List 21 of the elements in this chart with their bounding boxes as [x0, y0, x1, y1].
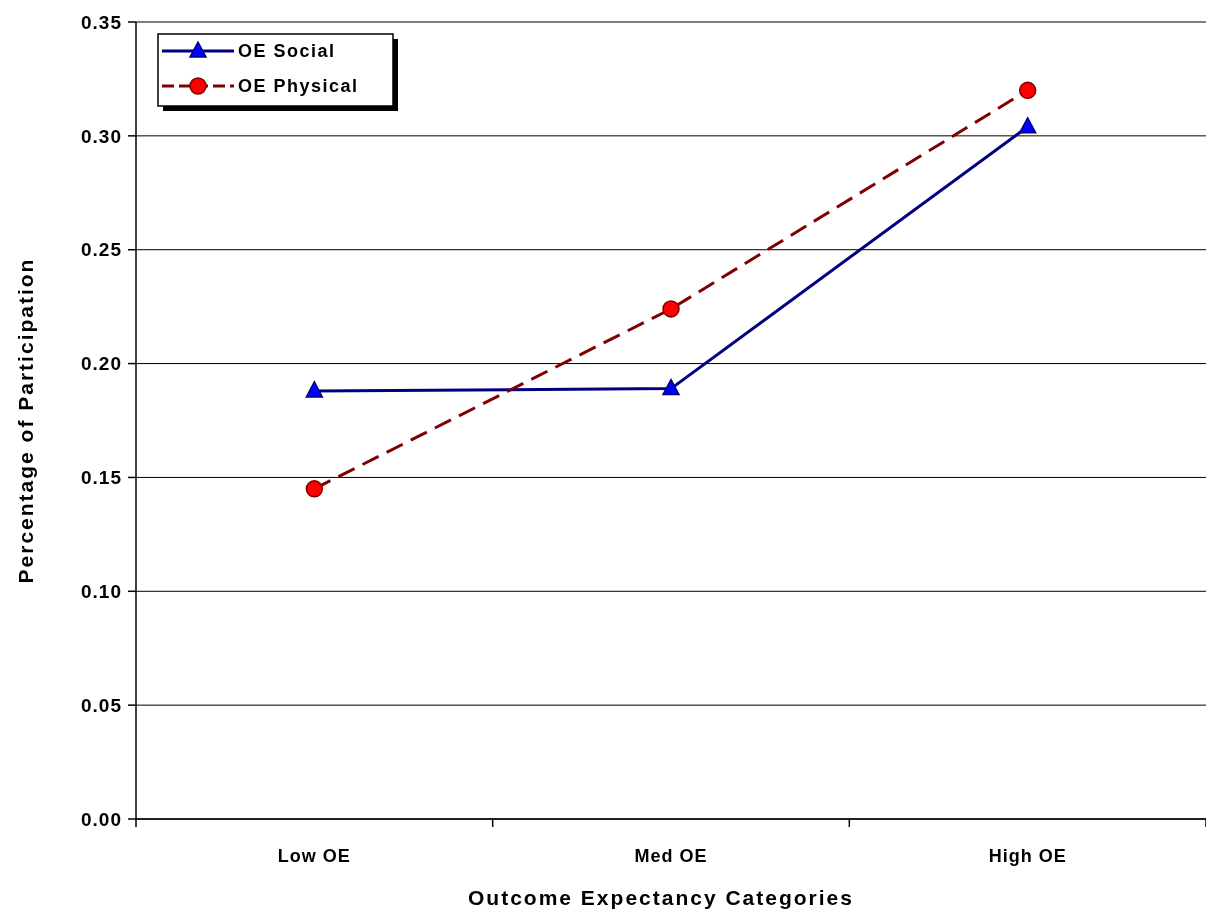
- legend-label: OE Physical: [238, 76, 359, 97]
- x-axis-title: Outcome Expectancy Categories: [468, 886, 854, 909]
- y-tick-label: 0.30: [81, 125, 122, 147]
- point: [305, 381, 324, 398]
- point: [662, 378, 680, 396]
- point: [305, 480, 324, 498]
- x-tick-label: Low OE: [277, 846, 351, 866]
- y-tick-label: 0.25: [81, 239, 122, 261]
- x-tick-label: High OE: [988, 846, 1067, 866]
- legend-label: OE Social: [238, 41, 336, 62]
- x-tick-label: Med OE: [634, 846, 708, 866]
- y-tick-label: 0.35: [81, 11, 122, 33]
- y-axis-title: Percentage of Participation: [14, 257, 37, 584]
- point: [1018, 81, 1037, 100]
- y-tick-label: 0.00: [81, 808, 122, 830]
- y-tick-label: 0.15: [81, 467, 122, 489]
- point: [662, 300, 680, 318]
- point: [1018, 117, 1037, 134]
- y-tick-label: 0.05: [81, 694, 122, 716]
- y-tick-label: 0.10: [81, 580, 122, 602]
- y-tick-label: 0.20: [81, 353, 122, 375]
